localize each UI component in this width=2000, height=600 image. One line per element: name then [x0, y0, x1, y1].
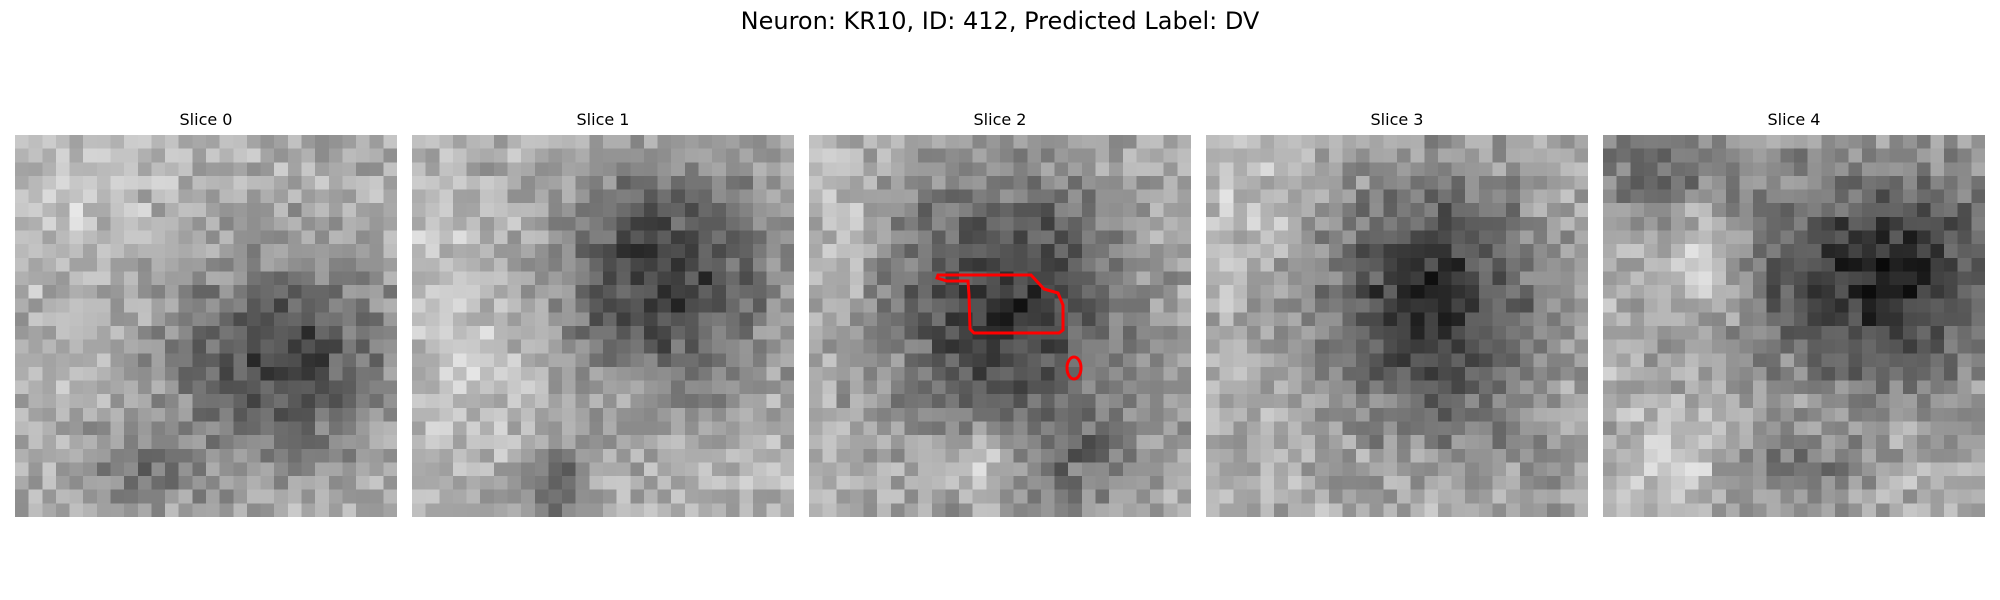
slice-image-3	[1206, 135, 1588, 517]
slice-image-0	[15, 135, 397, 517]
slice-canvas-0	[15, 135, 397, 517]
slice-panel-title-0: Slice 0	[179, 110, 233, 129]
slice-canvas-4	[1603, 135, 1985, 517]
slice-image-1	[412, 135, 794, 517]
slice-canvas-2	[809, 135, 1191, 517]
slice-image-2	[809, 135, 1191, 517]
slice-image-4	[1603, 135, 1985, 517]
slice-panel-title-1: Slice 1	[576, 110, 630, 129]
slice-canvas-3	[1206, 135, 1588, 517]
slice-canvas-1	[412, 135, 794, 517]
slice-panel-title-3: Slice 3	[1370, 110, 1424, 129]
figure-title: Neuron: KR10, ID: 412, Predicted Label: …	[740, 7, 1260, 35]
slice-panel-title-4: Slice 4	[1767, 110, 1821, 129]
slice-panel-title-2: Slice 2	[973, 110, 1027, 129]
